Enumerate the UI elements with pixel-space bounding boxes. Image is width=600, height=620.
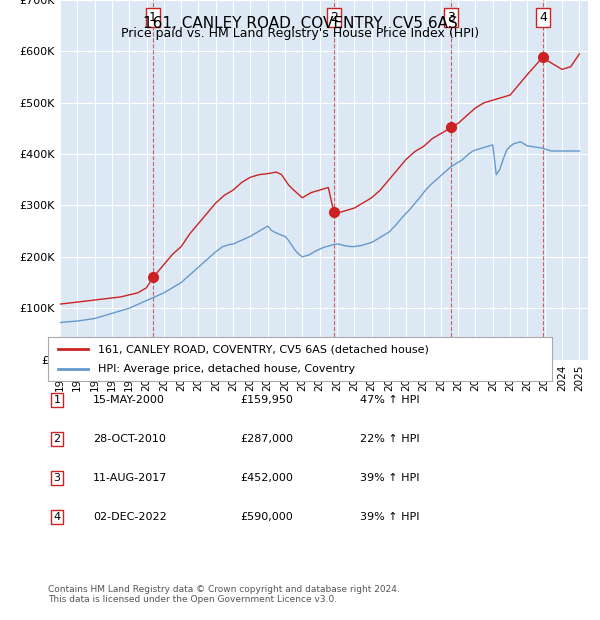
Text: 161, CANLEY ROAD, COVENTRY, CV5 6AS: 161, CANLEY ROAD, COVENTRY, CV5 6AS bbox=[143, 16, 457, 30]
Text: HPI: Average price, detached house, Coventry: HPI: Average price, detached house, Cove… bbox=[98, 364, 356, 374]
Text: £287,000: £287,000 bbox=[240, 434, 293, 444]
Text: 3: 3 bbox=[53, 473, 61, 483]
Text: 39% ↑ HPI: 39% ↑ HPI bbox=[360, 473, 419, 483]
Text: 2: 2 bbox=[53, 434, 61, 444]
Text: £590,000: £590,000 bbox=[240, 512, 293, 522]
Text: 1: 1 bbox=[149, 11, 157, 24]
Text: 4: 4 bbox=[53, 512, 61, 522]
Text: 39% ↑ HPI: 39% ↑ HPI bbox=[360, 512, 419, 522]
Text: 3: 3 bbox=[448, 11, 455, 24]
Text: 22% ↑ HPI: 22% ↑ HPI bbox=[360, 434, 419, 444]
Text: Price paid vs. HM Land Registry's House Price Index (HPI): Price paid vs. HM Land Registry's House … bbox=[121, 27, 479, 40]
Text: Contains HM Land Registry data © Crown copyright and database right 2024.
This d: Contains HM Land Registry data © Crown c… bbox=[48, 585, 400, 604]
Text: 11-AUG-2017: 11-AUG-2017 bbox=[93, 473, 167, 483]
Text: £159,950: £159,950 bbox=[240, 395, 293, 405]
Text: 161, CANLEY ROAD, COVENTRY, CV5 6AS (detached house): 161, CANLEY ROAD, COVENTRY, CV5 6AS (det… bbox=[98, 344, 429, 354]
Text: £452,000: £452,000 bbox=[240, 473, 293, 483]
Text: 2: 2 bbox=[330, 11, 338, 24]
Text: 28-OCT-2010: 28-OCT-2010 bbox=[93, 434, 166, 444]
Text: 47% ↑ HPI: 47% ↑ HPI bbox=[360, 395, 419, 405]
Text: 4: 4 bbox=[539, 11, 547, 24]
Text: 1: 1 bbox=[53, 395, 61, 405]
Text: 15-MAY-2000: 15-MAY-2000 bbox=[93, 395, 165, 405]
Text: 02-DEC-2022: 02-DEC-2022 bbox=[93, 512, 167, 522]
